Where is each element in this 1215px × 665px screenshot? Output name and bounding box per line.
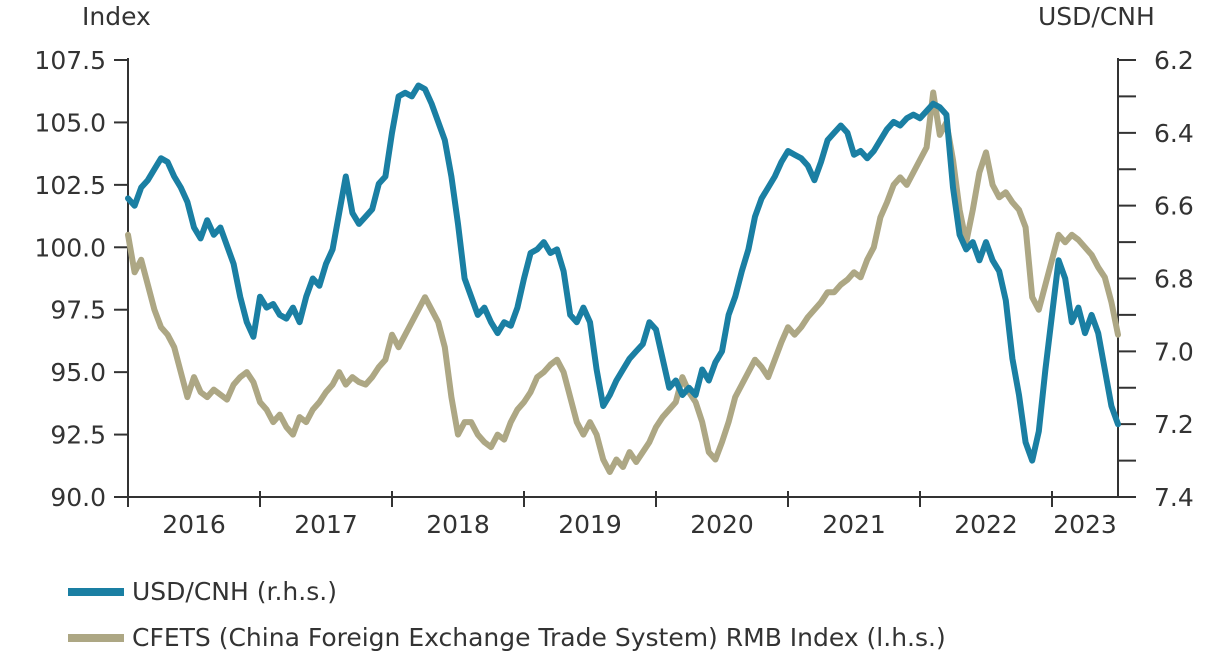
x-tick-label: 2018 [426,510,490,539]
right-tick-label: 6.8 [1154,265,1194,294]
legend-swatch-usdcnh [68,587,124,596]
series-line-usdcnh [125,82,1121,464]
right-tick-label: 6.4 [1154,119,1194,148]
left-tick-label: 97.5 [50,296,106,325]
legend-label-cfets: CFETS (China Foreign Exchange Trade Syst… [132,623,946,652]
left-axis-title: Index [82,2,151,31]
left-tick-label: 90.0 [50,483,106,512]
left-tick-label: 105.0 [34,108,106,137]
legend-label-usdcnh: USD/CNH (r.h.s.) [132,577,337,606]
axes-layer [114,58,1136,507]
left-tick-label: 95.0 [50,358,106,387]
right-tick-label: 6.2 [1154,46,1194,75]
legend-item-usdcnh: USD/CNH (r.h.s.) [68,577,337,606]
left-tick-label: 102.5 [34,171,106,200]
x-tick-label: 2019 [558,510,622,539]
x-tick-label: 2022 [954,510,1018,539]
legend-item-cfets: CFETS (China Foreign Exchange Trade Syst… [68,623,946,652]
series-line-cfets [125,89,1121,475]
series-layer [125,82,1121,475]
right-tick-label: 7.0 [1154,337,1194,366]
x-tick-label: 2023 [1053,510,1117,539]
x-tick-label: 2020 [690,510,754,539]
x-tick-label: 2016 [162,510,226,539]
left-tick-label: 92.5 [50,421,106,450]
right-tick-label: 7.4 [1154,483,1194,512]
left-tick-label: 107.5 [34,46,106,75]
x-tick-label: 2017 [294,510,358,539]
tick-labels-layer: 107.5 105.0 102.5 100.0 97.5 95.0 92.5 90.0 6.2 6… [34,46,1193,539]
left-tick-label: 100.0 [34,233,106,262]
right-tick-label: 7.2 [1154,410,1194,439]
right-tick-label: 6.6 [1154,192,1194,221]
right-axis-title: USD/CNH [1038,2,1155,31]
x-tick-label: 2021 [822,510,886,539]
legend-swatch-cfets [68,633,124,642]
